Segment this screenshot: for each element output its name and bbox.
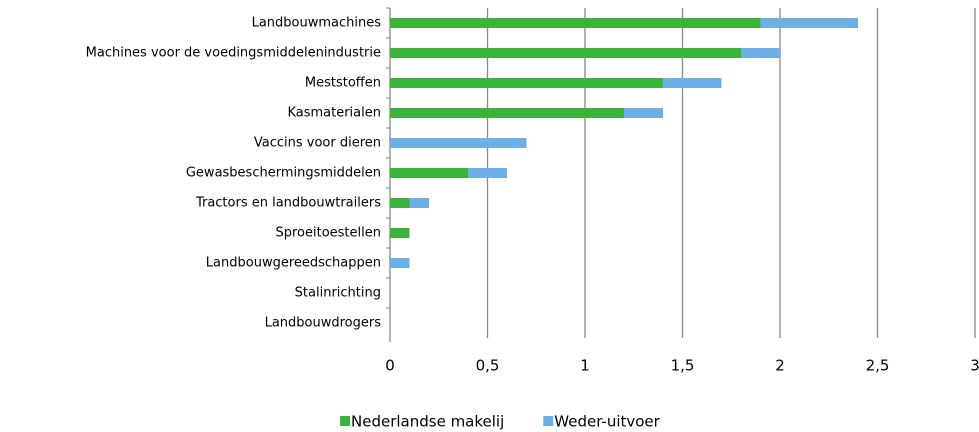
legend-swatch — [340, 416, 350, 426]
x-tick-label: 3 — [970, 357, 979, 375]
legend-swatch — [543, 416, 554, 426]
bar-segment — [390, 18, 761, 28]
y-tick-label: Machines voor de voedingsmiddelenindustr… — [86, 46, 381, 61]
bar-segment — [390, 138, 527, 148]
bar-segment — [624, 108, 663, 118]
y-tick-label: Gewasbeschermingsmiddelen — [186, 166, 381, 181]
x-tick-label: 2,5 — [866, 357, 890, 375]
x-tick-label: 1,5 — [671, 357, 695, 375]
bar-segment — [390, 168, 468, 178]
bar-segment — [663, 78, 722, 88]
y-tick-label: Landbouwgereedschappen — [206, 256, 381, 271]
bar-segment — [409, 198, 429, 208]
y-tick-label: Landbouwdrogers — [265, 316, 382, 331]
bar-segment — [390, 48, 741, 58]
legend-label: Nederlandse makelij — [351, 413, 504, 431]
x-tick-label: 1 — [580, 357, 590, 375]
bar-segment — [468, 168, 507, 178]
y-tick-label: Tractors en landbouwtrailers — [195, 196, 381, 211]
bar-segment — [390, 258, 410, 268]
y-tick-label: Sproeitoestellen — [275, 226, 381, 241]
x-tick-label: 2 — [775, 357, 785, 375]
x-tick-label: 0 — [385, 357, 395, 375]
x-tick-label: 0,5 — [476, 357, 500, 375]
bar-segment — [390, 198, 410, 208]
legend-label: Weder-uitvoer — [554, 413, 660, 431]
y-tick-label: Kasmaterialen — [287, 106, 381, 121]
y-tick-label: Landbouwmachines — [252, 16, 382, 31]
bar-segment — [390, 78, 663, 88]
y-tick-label: Meststoffen — [305, 76, 381, 91]
bar-segment — [760, 18, 858, 28]
bar-segment — [741, 48, 780, 58]
y-tick-label: Vaccins voor dieren — [254, 136, 381, 151]
bar-segment — [390, 108, 624, 118]
bar-segment — [390, 228, 410, 238]
y-tick-label: Stalinrichting — [295, 286, 381, 301]
